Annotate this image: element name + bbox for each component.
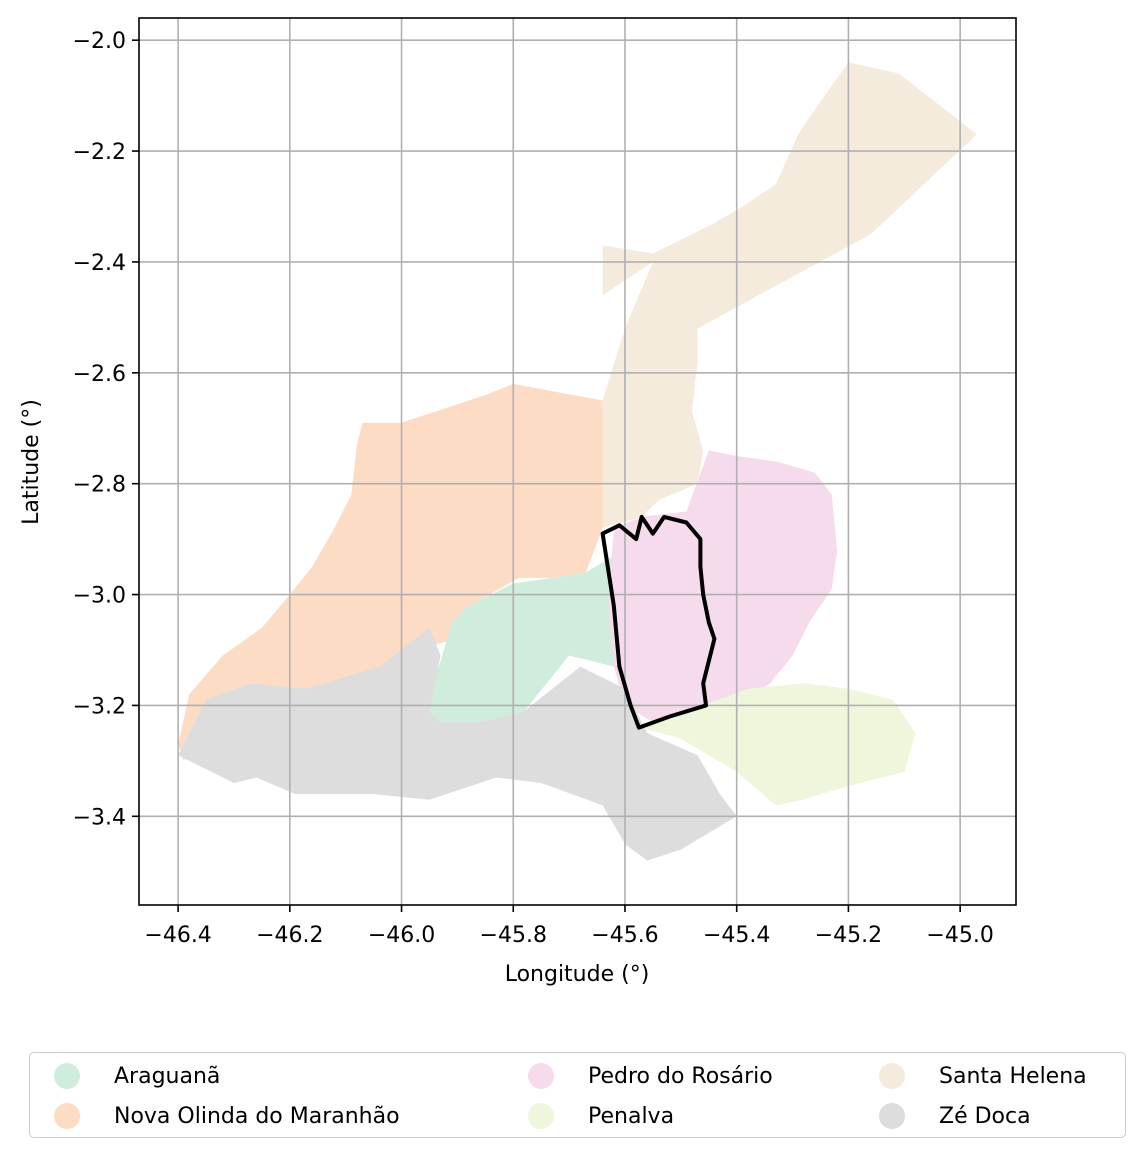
legend-item-nova-olinda: Nova Olinda do Maranhão (54, 1101, 400, 1131)
region-nova-olinda-do-maranhao (178, 383, 603, 761)
legend-marker (879, 1103, 905, 1129)
x-tick-label: −46.2 (256, 923, 323, 948)
legend-marker (528, 1103, 554, 1129)
y-axis-title: Latitude (°) (19, 399, 44, 525)
x-axis-title: Longitude (°) (505, 962, 650, 987)
y-tick-label: −2.4 (73, 251, 126, 276)
plot-frame (138, 17, 1017, 906)
region-araguana (423, 555, 620, 723)
y-tick-label: −3.0 (73, 584, 126, 609)
y-tick-label: −2.6 (73, 362, 126, 387)
x-tick-label: −45.2 (815, 923, 882, 948)
legend-item-santa-helena: Santa Helena (879, 1061, 1087, 1091)
legend-marker (54, 1063, 80, 1089)
legend-label: Zé Doca (939, 1103, 1031, 1129)
legend: Araguanã Nova Olinda do Maranhão Pedro d… (29, 1052, 1126, 1138)
regions-layer (178, 62, 977, 861)
map-figure: −46.4 −46.2 −46.0 −45.8 −45.6 −45.4 −45.2 −45.0… (19, 17, 1017, 987)
x-tick-label: −45.6 (591, 923, 658, 948)
region-ze-doca (178, 627, 737, 861)
legend-item-penalva: Penalva (528, 1101, 674, 1131)
y-tick-label: −3.2 (73, 694, 126, 719)
y-tick-label: −2.8 (73, 473, 126, 498)
region-santa-helena (602, 62, 977, 529)
grid-layer (139, 18, 1016, 905)
y-tick-label: −3.4 (73, 805, 126, 830)
legend-label: Nova Olinda do Maranhão (114, 1103, 400, 1129)
x-axis: −46.4 −46.2 −46.0 −45.8 −45.6 −45.4 −45.2 −45.0 (144, 905, 994, 948)
legend-marker (528, 1063, 554, 1089)
legend-label: Penalva (588, 1103, 675, 1129)
highlight-outline-layer (600, 514, 717, 730)
highlight-outline (600, 514, 717, 730)
y-axis: −2.0 −2.2 −2.4 −2.6 −2.8 −3.0 −3.2 −3.4 (73, 29, 139, 830)
x-tick-label: −45.4 (703, 923, 770, 948)
legend-item-araguana: Araguanã (54, 1061, 220, 1091)
legend-label: Santa Helena (939, 1063, 1087, 1089)
x-tick-label: −45.0 (926, 923, 993, 948)
legend-marker (879, 1063, 905, 1089)
legend-label: Pedro do Rosário (588, 1063, 773, 1089)
x-tick-label: −46.0 (368, 923, 435, 948)
y-tick-label: −2.2 (73, 140, 126, 165)
y-tick-label: −2.0 (73, 29, 126, 54)
x-tick-label: −45.8 (480, 923, 547, 948)
x-tick-label: −46.4 (144, 923, 211, 948)
legend-marker (54, 1103, 80, 1129)
legend-label: Araguanã (114, 1063, 221, 1089)
legend-item-ze-doca: Zé Doca (879, 1101, 1031, 1131)
legend-item-pedro-do-rosario: Pedro do Rosário (528, 1061, 773, 1091)
region-penalva (641, 683, 916, 806)
